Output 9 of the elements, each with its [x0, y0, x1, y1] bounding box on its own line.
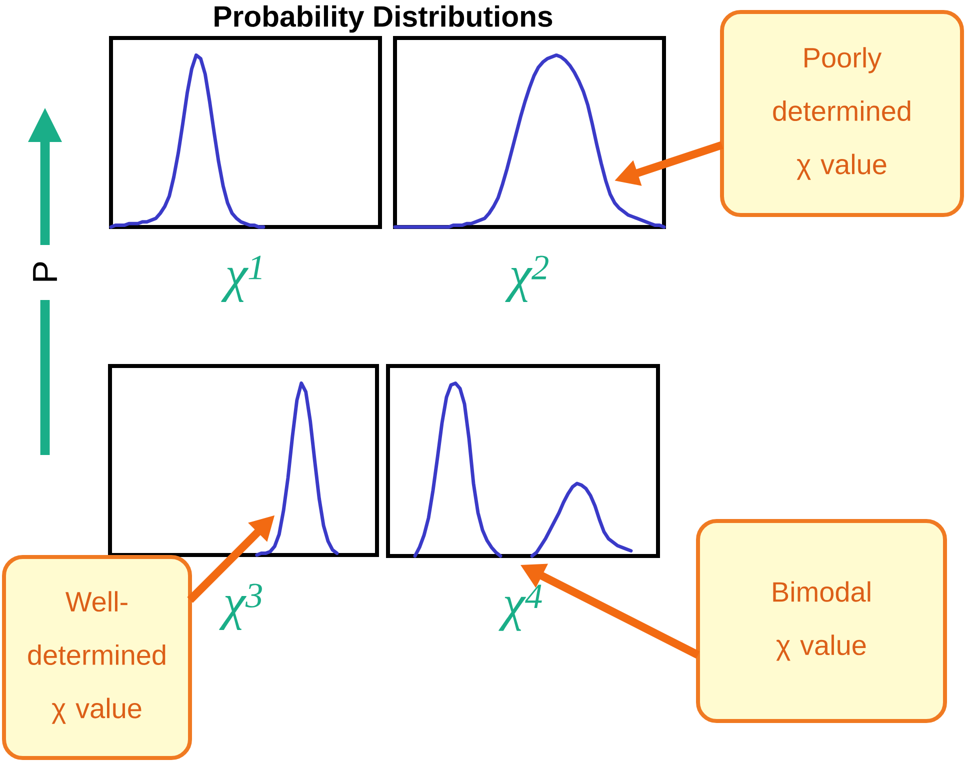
- x-axis-title: χ$^{4}$: [498, 584, 542, 631]
- x-axis-title: χ$^{1}$: [221, 256, 262, 302]
- chart-title: Probability Distributions: [214, 5, 552, 33]
- text: Well-determined χ value: [28, 591, 166, 724]
- x-axis-title: χ$^{2}$: [505, 256, 548, 302]
- text: Bimodal χ value: [773, 581, 870, 661]
- y-axis-title: P: [33, 262, 57, 281]
- x-axis-title: χ$^{3}$: [219, 584, 262, 630]
- text: Poorly determined χ value: [773, 47, 910, 180]
